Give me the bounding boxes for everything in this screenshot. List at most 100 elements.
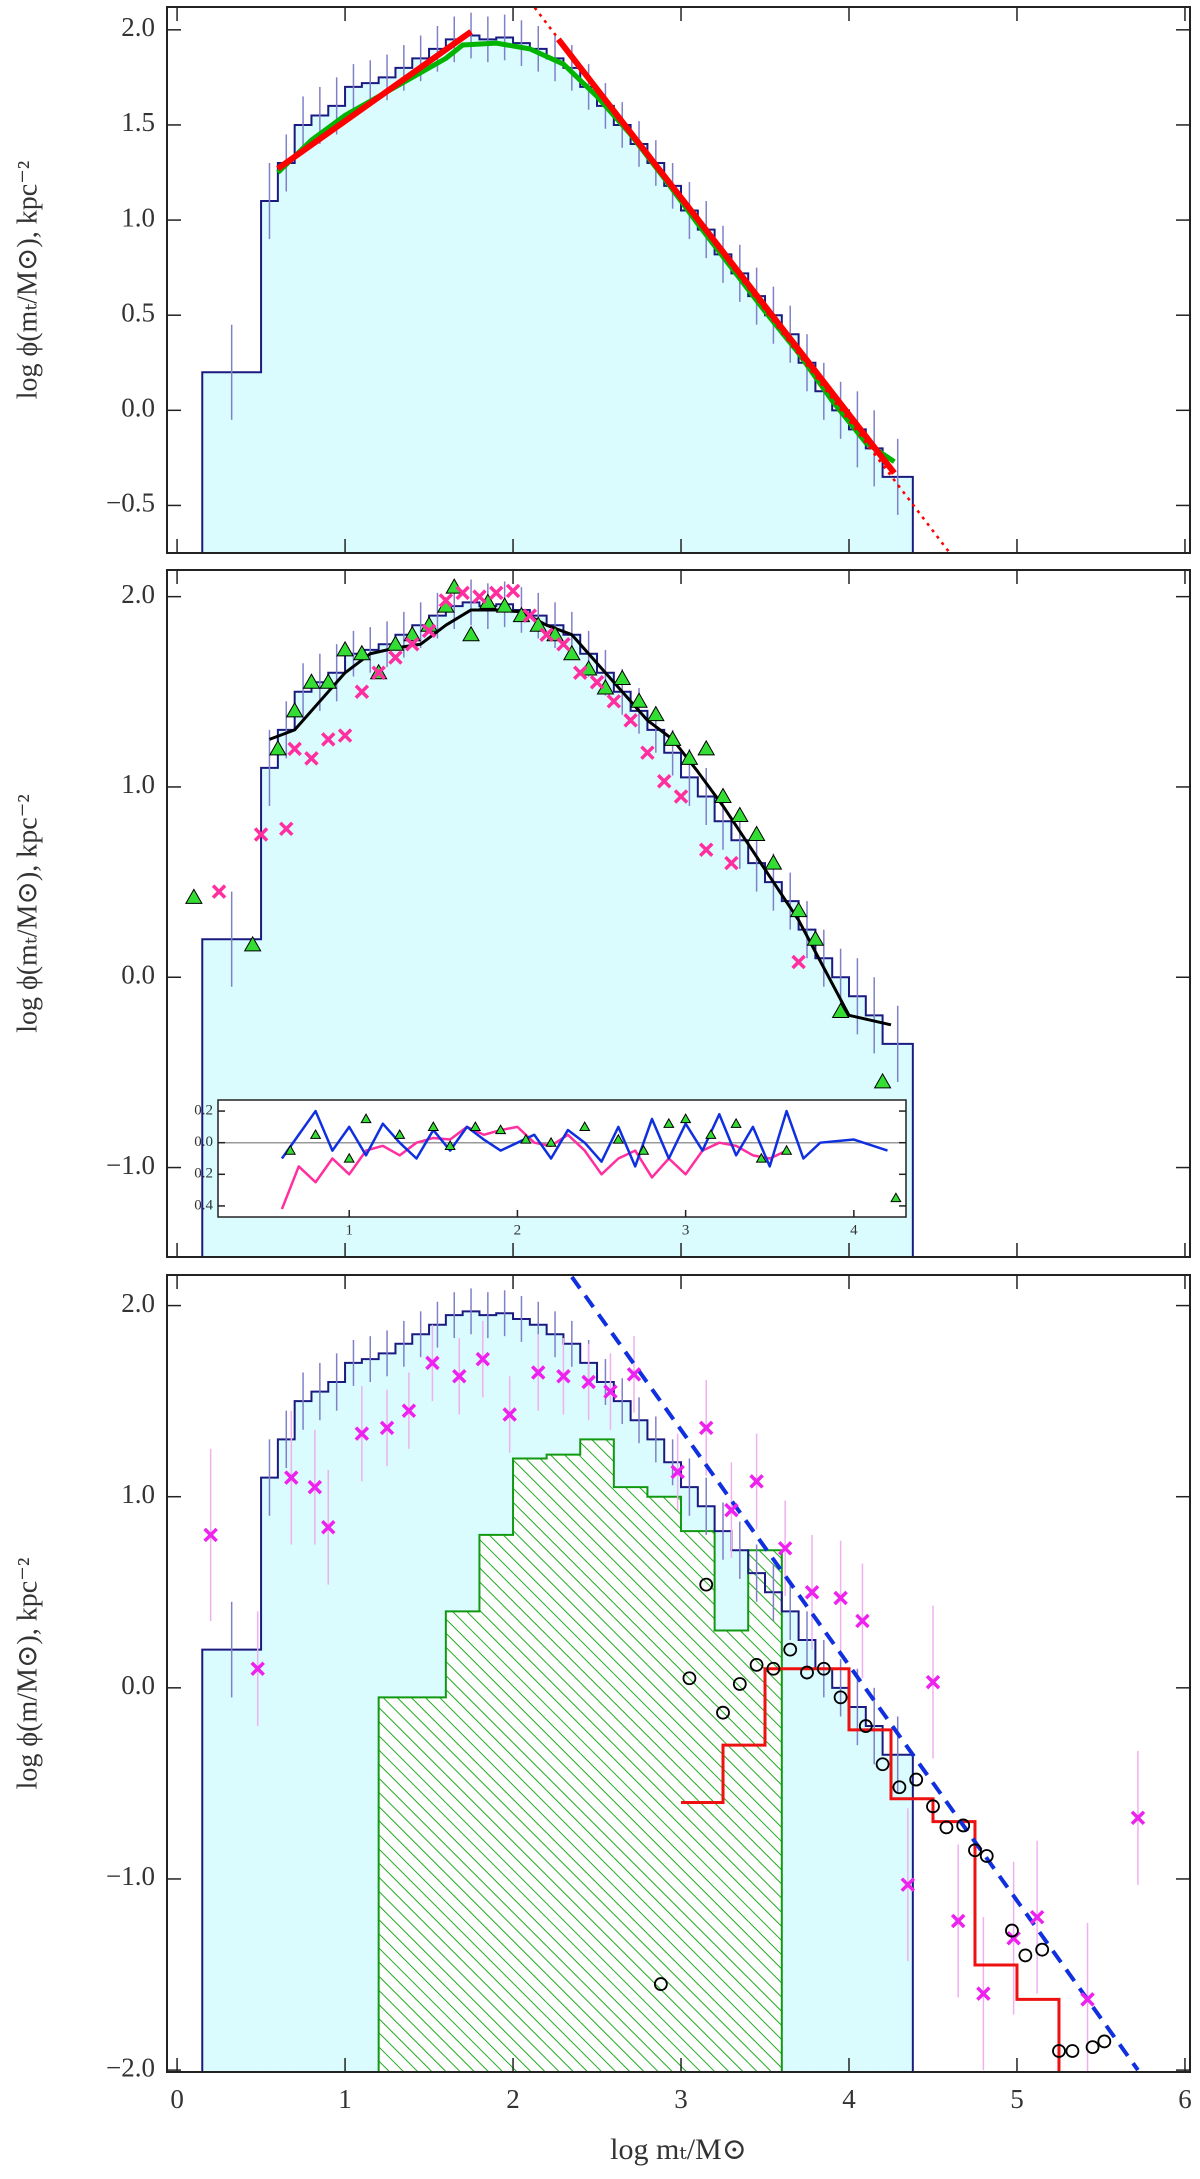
histogram-bar bbox=[311, 115, 329, 553]
histogram-bar bbox=[479, 606, 497, 1257]
x-tick-label: 3 bbox=[682, 1222, 690, 1238]
cross-point bbox=[581, 1374, 596, 1390]
histogram-bar bbox=[412, 625, 430, 1257]
cross-point bbox=[1029, 1909, 1045, 1925]
cross-point bbox=[673, 789, 689, 804]
triangle-point bbox=[495, 597, 514, 613]
y-axis-label: log ϕ(m/M⊙), kpc⁻² bbox=[12, 1558, 43, 1790]
cross-point bbox=[925, 1674, 941, 1690]
circle-point bbox=[732, 1677, 747, 1691]
cross-point bbox=[489, 585, 504, 601]
y-axis-label: log ϕ(mₜ/M⊙), kpc⁻² bbox=[12, 794, 43, 1033]
triangle-point bbox=[613, 669, 632, 685]
circle-point bbox=[800, 1665, 814, 1680]
y-tick-label: 1.0 bbox=[121, 1479, 155, 1509]
cross-point bbox=[556, 1369, 571, 1384]
x-tick-label: 1 bbox=[338, 2084, 352, 2114]
histogram-bar bbox=[647, 163, 665, 553]
cross-point bbox=[791, 954, 806, 970]
histogram-bar bbox=[445, 606, 463, 1257]
hatched-bar bbox=[479, 1534, 514, 2072]
triangle-point bbox=[444, 1140, 456, 1150]
cross-point bbox=[698, 1420, 714, 1436]
histogram-bar bbox=[865, 448, 883, 553]
cross-point bbox=[284, 1470, 299, 1485]
triangle-point bbox=[285, 701, 304, 718]
triangle-point bbox=[730, 1117, 742, 1128]
line bbox=[268, 608, 892, 1027]
cross-point bbox=[626, 1367, 642, 1382]
histogram-bar bbox=[580, 86, 598, 553]
y-axis-label: log ϕ(mₜ/M⊙), kpc⁻² bbox=[12, 161, 43, 400]
y-tick-label: 1.0 bbox=[121, 202, 155, 232]
y-tick-label: −1.0 bbox=[106, 1150, 155, 1180]
line bbox=[532, 7, 951, 553]
histogram-bar bbox=[815, 391, 833, 553]
histogram-bar bbox=[563, 67, 581, 553]
triangle-point bbox=[764, 854, 783, 870]
x-tick-label: 0 bbox=[170, 2084, 184, 2114]
circle-point bbox=[968, 1843, 982, 1858]
plot-area bbox=[201, 7, 951, 553]
histogram-bar bbox=[429, 48, 446, 553]
triangle-point bbox=[806, 930, 825, 946]
cross-point bbox=[505, 583, 521, 599]
cross-point bbox=[354, 684, 370, 700]
x-axis-label: log mₜ/M⊙ bbox=[610, 2133, 747, 2166]
cross-point bbox=[804, 1585, 820, 1600]
cross-point bbox=[656, 774, 672, 789]
cross-point bbox=[855, 1613, 870, 1629]
triangle-point bbox=[343, 1152, 355, 1163]
line bbox=[280, 1109, 888, 1168]
histogram-bar bbox=[361, 1359, 379, 2072]
cross-point bbox=[405, 636, 420, 652]
hatched-bar bbox=[748, 1550, 782, 2072]
triangle-point bbox=[284, 1144, 296, 1155]
circle-point bbox=[909, 1772, 924, 1787]
cross-point bbox=[950, 1913, 966, 1929]
y-tick-label: 0.0 bbox=[121, 393, 155, 423]
histogram-bar bbox=[630, 143, 648, 553]
histogram-bar bbox=[714, 254, 732, 553]
triangle-point bbox=[663, 730, 682, 746]
histogram-bar bbox=[613, 124, 631, 553]
circle-point bbox=[1097, 2034, 1112, 2049]
histogram-bar bbox=[496, 604, 514, 1257]
histogram-bar bbox=[429, 615, 446, 1257]
cross-point bbox=[321, 1520, 336, 1535]
line bbox=[276, 29, 473, 172]
cross-point bbox=[452, 1369, 467, 1384]
cross-point bbox=[976, 1986, 991, 2001]
histogram-bar bbox=[294, 124, 312, 553]
y-tick-label: 0.5 bbox=[121, 297, 155, 327]
x-tick-label: 4 bbox=[842, 2084, 856, 2114]
triangle-point bbox=[386, 635, 405, 651]
triangle-point bbox=[612, 1133, 625, 1144]
y-tick-label: 0.2 bbox=[194, 1166, 213, 1182]
cross-point bbox=[337, 728, 353, 743]
cross-point bbox=[556, 636, 571, 652]
cross-point bbox=[572, 665, 588, 681]
histogram-bar bbox=[261, 1477, 278, 2072]
histogram-bar bbox=[294, 1401, 312, 2072]
cross-point bbox=[623, 713, 638, 728]
cross-point bbox=[438, 593, 454, 608]
histogram-bar bbox=[328, 1382, 346, 2072]
histogram-bar bbox=[748, 296, 766, 553]
circle-point bbox=[653, 1977, 668, 1991]
circle-point bbox=[699, 1577, 714, 1592]
circle-point bbox=[875, 1757, 890, 1772]
circle-point bbox=[858, 1719, 873, 1733]
plot-area bbox=[201, 1275, 1146, 2072]
cross-point bbox=[530, 1365, 546, 1380]
line bbox=[556, 37, 897, 475]
histogram-bar bbox=[378, 77, 396, 553]
circle-point bbox=[1065, 2044, 1080, 2058]
cross-point bbox=[670, 1464, 685, 1480]
plot-frame bbox=[166, 569, 1191, 1258]
histogram-bar bbox=[546, 58, 564, 553]
triangle-point bbox=[545, 1136, 557, 1147]
triangle-point bbox=[705, 1128, 717, 1139]
histogram-bar bbox=[496, 37, 514, 553]
histogram-bar bbox=[865, 1726, 883, 2072]
